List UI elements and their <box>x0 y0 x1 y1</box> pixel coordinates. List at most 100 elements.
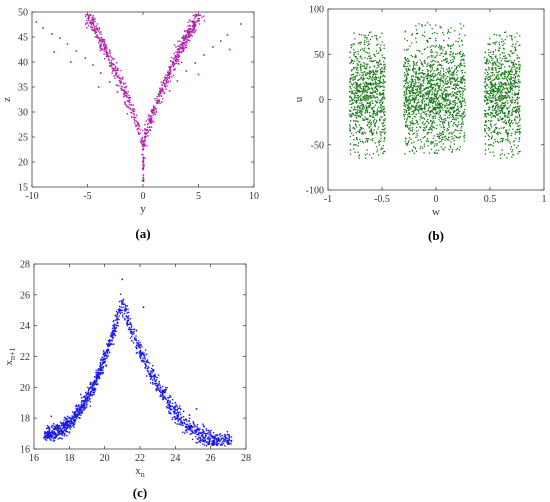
scatter-point <box>517 98 519 100</box>
scatter-point <box>368 88 370 91</box>
scatter-point <box>516 93 518 95</box>
scatter-point <box>509 82 511 84</box>
scatter-point <box>360 71 362 73</box>
scatter-point <box>510 76 512 78</box>
scatter-point <box>366 91 368 93</box>
scatter-point <box>371 108 373 110</box>
scatter-point <box>365 68 367 70</box>
scatter-point <box>364 85 366 87</box>
scatter-point <box>357 95 359 97</box>
scatter-point <box>121 86 123 88</box>
scatter-point <box>194 25 197 27</box>
scatter-point <box>357 53 359 55</box>
scatter-point <box>360 56 362 58</box>
scatter-point <box>203 54 205 56</box>
scatter-point <box>74 418 76 421</box>
scatter-point <box>449 146 452 148</box>
scatter-point <box>452 108 455 110</box>
scatter-point <box>420 85 422 87</box>
scatter-point <box>418 112 420 114</box>
scatter-point <box>366 102 369 105</box>
scatter-point <box>91 16 94 19</box>
scatter-point <box>142 158 144 160</box>
scatter-point <box>408 137 411 139</box>
scatter-point <box>443 118 445 120</box>
scatter-point <box>497 72 499 74</box>
scatter-point <box>511 110 513 112</box>
y-tick-label: 18 <box>20 414 30 425</box>
scatter-point <box>383 129 385 131</box>
scatter-point <box>76 405 78 407</box>
scatter-point <box>441 121 443 123</box>
scatter-point <box>486 102 488 104</box>
scatter-point <box>103 352 105 355</box>
scatter-point <box>185 70 188 72</box>
scatter-point <box>428 115 430 118</box>
scatter-point <box>379 92 381 94</box>
scatter-point <box>366 108 368 110</box>
scatter-point <box>513 144 515 146</box>
scatter-point <box>448 37 450 40</box>
scatter-point <box>356 102 358 104</box>
scatter-point <box>423 79 425 81</box>
scatter-point <box>458 97 460 100</box>
scatter-point <box>369 112 371 114</box>
scatter-point <box>162 90 164 92</box>
scatter-point <box>460 56 462 58</box>
scatter-point <box>364 141 367 143</box>
scatter-point <box>156 102 158 104</box>
scatter-point <box>459 66 461 68</box>
scatter-point <box>457 84 460 86</box>
scatter-point <box>511 71 514 73</box>
scatter-point <box>446 68 448 70</box>
scatter-point <box>436 105 438 107</box>
scatter-point <box>369 70 371 72</box>
scatter-point <box>461 119 463 121</box>
scatter-point <box>212 443 214 445</box>
scatter-point <box>499 111 502 113</box>
scatter-point <box>457 117 459 119</box>
scatter-point <box>379 86 381 89</box>
scatter-point <box>492 100 494 103</box>
scatter-point <box>349 95 351 97</box>
scatter-point <box>442 85 444 87</box>
scatter-point <box>427 96 430 98</box>
scatter-point <box>438 111 441 114</box>
scatter-point <box>450 120 452 123</box>
scatter-point <box>455 129 457 131</box>
scatter-point <box>435 44 438 47</box>
x-tick-label: 5 <box>196 191 201 202</box>
scatter-point <box>495 34 498 36</box>
scatter-point <box>484 143 487 145</box>
scatter-point <box>504 57 506 59</box>
scatter-point <box>420 109 422 111</box>
scatter-point <box>447 45 449 47</box>
scatter-point <box>430 89 432 91</box>
scatter-point <box>518 116 521 118</box>
scatter-point <box>514 81 516 83</box>
scatter-point <box>144 157 146 159</box>
scatter-point <box>415 106 417 109</box>
scatter-point <box>176 60 178 62</box>
scatter-point <box>427 82 429 84</box>
scatter-point <box>455 136 457 138</box>
scatter-point <box>421 63 424 65</box>
scatter-point <box>141 140 143 143</box>
scatter-point <box>431 27 433 30</box>
scatter-point <box>413 71 415 73</box>
scatter-point <box>372 71 374 73</box>
scatter-point <box>218 443 220 445</box>
scatter-point <box>428 74 430 76</box>
scatter-point <box>350 97 353 99</box>
scatter-point <box>201 438 204 441</box>
scatter-point <box>122 96 125 98</box>
scatter-point <box>179 44 181 46</box>
scatter-point <box>432 111 434 113</box>
scatter-point <box>445 87 447 89</box>
scatter-point <box>507 116 509 118</box>
scatter-point <box>146 353 148 355</box>
scatter-point <box>404 98 407 100</box>
scatter-point <box>359 65 362 68</box>
scatter-point <box>172 74 175 77</box>
scatter-point <box>422 79 424 81</box>
